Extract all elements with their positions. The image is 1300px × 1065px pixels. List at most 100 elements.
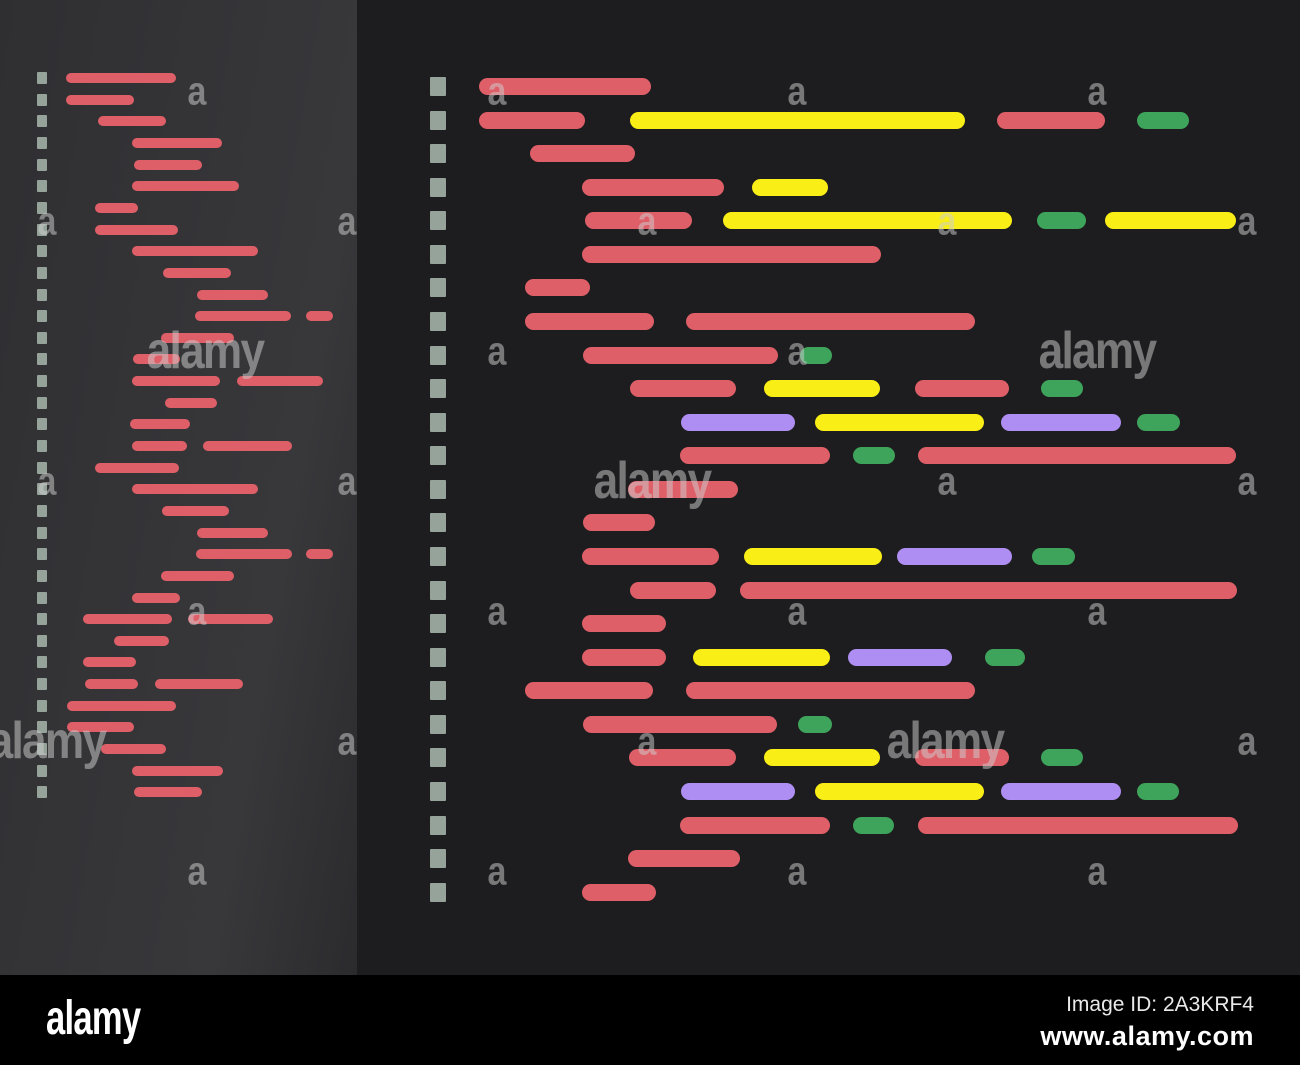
line-number-square [430, 277, 446, 297]
line-number-square [37, 332, 47, 344]
code-line-bar [1041, 379, 1083, 397]
line-number-square [430, 781, 446, 801]
code-line-bar [848, 648, 952, 666]
line-number-square [37, 570, 47, 582]
line-number-square [37, 635, 47, 647]
code-line-bar [582, 245, 881, 263]
footer-bar: alamy Image ID: 2A3KRF4 www.alamy.com [0, 975, 1300, 1065]
code-line-bar [98, 116, 166, 126]
code-line-bar [132, 441, 187, 451]
code-line-bar [132, 593, 180, 603]
line-number-square [37, 245, 47, 257]
line-number-square [37, 483, 47, 495]
code-line-bar [1041, 748, 1083, 766]
line-number-square [37, 548, 47, 560]
code-line-bar [1032, 547, 1075, 565]
line-number-square [37, 224, 47, 236]
line-number-square [37, 202, 47, 214]
alamy-logo: alamy [46, 992, 141, 1046]
line-number-square [430, 412, 446, 432]
code-line-bar [798, 715, 832, 733]
code-line-bar [915, 748, 1009, 766]
code-line-bar [132, 246, 258, 256]
code-line-bar [630, 379, 736, 397]
line-number-square [37, 72, 47, 84]
code-line-bar [897, 547, 1012, 565]
code-line-bar [85, 679, 138, 689]
code-line-bar [133, 354, 180, 364]
code-line-bar [479, 111, 585, 129]
code-line-bar [66, 95, 134, 105]
code-line-bar [744, 547, 882, 565]
code-line-bar [1137, 782, 1179, 800]
line-number-square [37, 310, 47, 322]
code-line-bar [134, 160, 202, 170]
code-line-bar [67, 701, 176, 711]
code-line-bar [114, 636, 169, 646]
line-number-square [430, 143, 446, 163]
code-line-bar [237, 376, 323, 386]
code-line-bar [134, 787, 202, 797]
code-line-bar [67, 722, 134, 732]
code-line-bar [680, 816, 830, 834]
line-number-square [430, 882, 446, 902]
line-number-square [430, 177, 446, 197]
code-line-bar [95, 463, 179, 473]
code-line-bar [101, 744, 166, 754]
line-number-square [37, 418, 47, 430]
code-line-bar [693, 648, 830, 666]
code-line-bar [853, 816, 894, 834]
code-line-bar [582, 614, 666, 632]
code-line-bar [525, 312, 654, 330]
code-line-bar [203, 441, 292, 451]
line-number-square [430, 747, 446, 767]
line-number-square [37, 267, 47, 279]
code-line-bar [918, 816, 1238, 834]
code-line-bar [1105, 211, 1236, 229]
code-line-bar [752, 178, 828, 196]
code-line-bar [530, 144, 635, 162]
line-number-square [430, 647, 446, 667]
code-line-bar [130, 419, 190, 429]
code-line-bar [196, 549, 292, 559]
line-number-square [37, 289, 47, 301]
code-line-bar [582, 883, 656, 901]
line-number-square [37, 462, 47, 474]
code-line-bar [195, 311, 291, 321]
line-number-square [37, 613, 47, 625]
line-number-square [37, 678, 47, 690]
code-line-bar [95, 203, 138, 213]
line-number-square [37, 440, 47, 452]
line-number-square [430, 110, 446, 130]
code-line-bar [1037, 211, 1086, 229]
code-line-bar [582, 178, 724, 196]
line-number-square [37, 353, 47, 365]
code-line-bar [1001, 413, 1121, 431]
code-line-bar [479, 77, 651, 95]
code-line-bar [161, 333, 234, 343]
line-number-square [430, 714, 446, 734]
code-line-bar [163, 268, 231, 278]
code-line-bar [915, 379, 1009, 397]
code-line-bar [583, 346, 778, 364]
footer-credit: Image ID: 2A3KRF4 www.alamy.com [1040, 994, 1254, 1050]
code-line-bar [582, 648, 666, 666]
code-line-bar [853, 446, 895, 464]
code-line-bar [161, 571, 234, 581]
line-number-square [37, 375, 47, 387]
code-line-bar [680, 446, 830, 464]
code-line-bar [997, 111, 1105, 129]
code-line-bar [764, 748, 880, 766]
website-text: www.alamy.com [1040, 1021, 1254, 1051]
code-line-bar [1137, 111, 1189, 129]
line-number-square [430, 345, 446, 365]
code-line-bar [197, 290, 268, 300]
code-line-bar [525, 681, 653, 699]
code-line-bar [132, 766, 223, 776]
line-number-square [430, 613, 446, 633]
code-line-bar [815, 782, 984, 800]
code-line-bar [985, 648, 1025, 666]
code-line-bar [132, 484, 258, 494]
line-number-square [430, 512, 446, 532]
